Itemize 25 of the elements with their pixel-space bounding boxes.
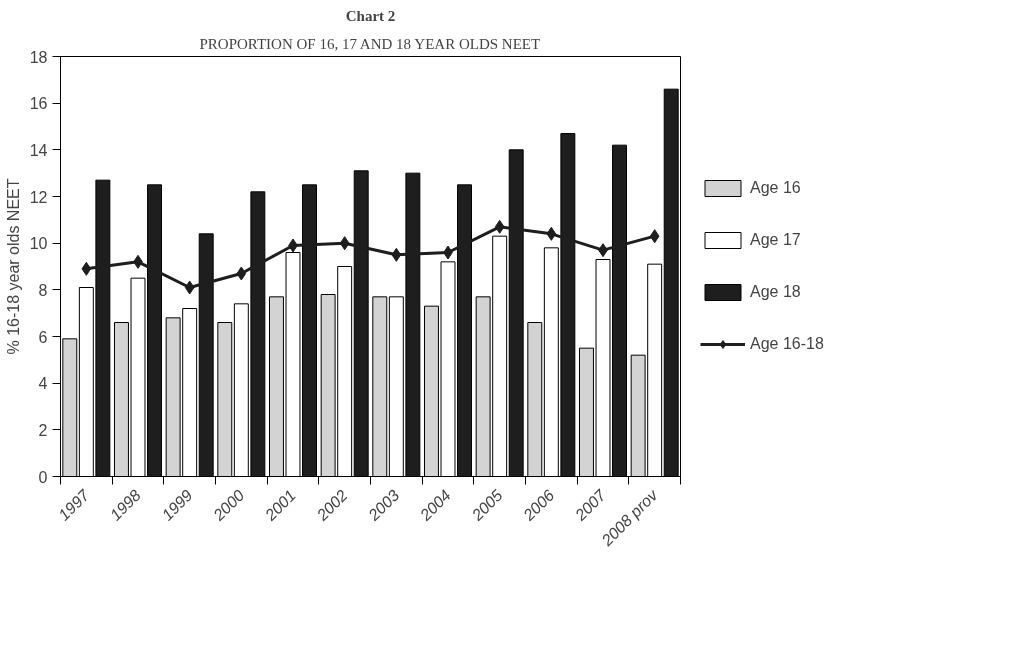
legend-label: Age 18 <box>750 283 801 301</box>
legend-label: Age 16-18 <box>750 335 824 353</box>
y-tick-label: 10 <box>29 235 48 253</box>
y-tick-label: 12 <box>29 188 48 206</box>
y-tick-label: 14 <box>29 141 48 159</box>
point <box>339 236 350 251</box>
y-tick-label: 6 <box>38 328 48 346</box>
point <box>391 247 402 262</box>
point <box>649 229 660 244</box>
point <box>546 226 557 241</box>
point <box>236 266 247 281</box>
legend-label: Age 17 <box>750 231 801 249</box>
point <box>184 280 195 295</box>
y-tick-label: 8 <box>38 281 48 299</box>
point <box>494 219 505 234</box>
y-tick-label: 4 <box>38 375 48 393</box>
chart-title: Chart 2 <box>345 7 396 24</box>
y-tick-label: 2 <box>38 421 48 439</box>
chart-subtitle: PROPORTION OF 16, 17 AND 18 YEAR OLDS NEET <box>199 35 541 52</box>
legend-label: Age 16 <box>750 179 801 197</box>
y-tick-label: 18 <box>29 48 48 66</box>
y-tick-label: 0 <box>38 468 48 486</box>
y-axis-title: % 16-18 year olds NEET <box>4 178 22 355</box>
point <box>81 261 92 276</box>
y-tick-label: 16 <box>29 95 48 113</box>
